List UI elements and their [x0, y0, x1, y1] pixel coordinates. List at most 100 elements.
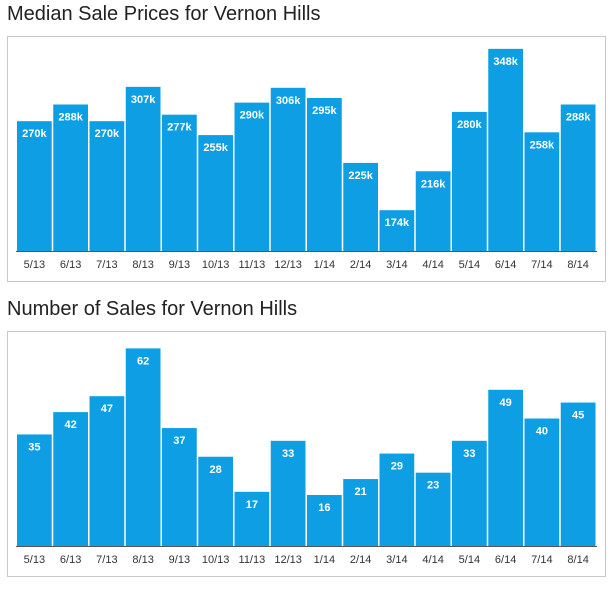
- bar-value-label: 49: [500, 397, 512, 409]
- x-tick-label: 5/14: [459, 554, 480, 566]
- bar-8/14: [560, 104, 596, 252]
- bar-value-label: 45: [572, 410, 584, 422]
- bar-value-label: 258k: [530, 139, 555, 151]
- bar-value-label: 62: [137, 355, 149, 367]
- sales-chart-title: Number of Sales for Vernon Hills: [7, 298, 298, 320]
- bar-value-label: 37: [173, 435, 185, 447]
- sales-chart: 35 5/13 42 6/13 47 7/13 62 8/13 37 9/13 28 10/13 17 1…: [16, 348, 597, 566]
- bar-7/13: [89, 121, 125, 252]
- bar-2/14: [343, 162, 378, 251]
- bar-value-label: 33: [463, 448, 475, 460]
- bar-value-label: 28: [210, 464, 222, 476]
- x-tick-label: 12/13: [274, 259, 302, 271]
- bar-value-label: 307k: [131, 94, 156, 106]
- x-tick-label: 5/14: [459, 259, 480, 271]
- bar-value-label: 270k: [22, 128, 47, 140]
- bar-5/13: [17, 121, 52, 252]
- bar-7/13: [89, 396, 125, 546]
- bar-9/13: [162, 428, 197, 546]
- bar-5/14: [452, 440, 487, 546]
- x-tick-label: 8/14: [567, 259, 588, 271]
- x-tick-label: 1/14: [314, 259, 335, 271]
- x-tick-label: 3/14: [386, 259, 407, 271]
- x-tick-label: 3/14: [386, 554, 407, 566]
- x-tick-label: 8/13: [132, 259, 153, 271]
- x-tick-label: 5/13: [24, 554, 45, 566]
- bar-3/14: [379, 210, 415, 251]
- x-tick-label: 1/14: [314, 554, 335, 566]
- x-tick-label: 7/13: [96, 554, 117, 566]
- x-tick-label: 11/13: [239, 554, 266, 566]
- x-tick-label: 4/14: [422, 554, 443, 566]
- price-chart-frame: 270k 5/13 288k 6/13 270k 7/13 307k 8/13 277k 9/13…: [7, 36, 606, 282]
- x-tick-label: 6/13: [60, 554, 81, 566]
- bar-value-label: 174k: [385, 217, 410, 229]
- sales-chart-frame: 35 5/13 42 6/13 47 7/13 62 8/13 37 9/13 28 10/13 17 1…: [7, 331, 606, 577]
- x-tick-label: 10/13: [202, 259, 230, 271]
- bar-10/13: [198, 135, 233, 251]
- bar-value-label: 306k: [276, 95, 301, 107]
- x-tick-label: 9/13: [169, 259, 190, 271]
- price-chart: 270k 5/13 288k 6/13 270k 7/13 307k 8/13 277k 9/13…: [16, 48, 597, 271]
- x-tick-label: 8/13: [132, 554, 153, 566]
- bar-4/14: [415, 171, 451, 251]
- bar-value-label: 47: [101, 403, 113, 415]
- bar-7/14: [524, 132, 560, 251]
- bar-value-label: 29: [391, 461, 403, 473]
- x-tick-label: 11/13: [239, 259, 266, 271]
- bar-value-label: 348k: [493, 56, 518, 68]
- bar-8/14: [560, 402, 596, 546]
- x-tick-label: 8/14: [567, 554, 588, 566]
- x-tick-label: 6/14: [495, 554, 516, 566]
- x-tick-label: 7/14: [531, 554, 552, 566]
- x-tick-label: 2/14: [350, 554, 371, 566]
- bar-6/14: [488, 48, 523, 251]
- bar-5/13: [17, 434, 52, 546]
- bar-value-label: 42: [65, 419, 77, 431]
- price-chart-title: Median Sale Prices for Vernon Hills: [7, 3, 321, 25]
- bar-value-label: 33: [282, 448, 294, 460]
- bar-1/14: [307, 98, 342, 251]
- bar-value-label: 23: [427, 480, 439, 492]
- x-tick-label: 4/14: [422, 259, 443, 271]
- bar-value-label: 277k: [167, 122, 192, 134]
- bar-value-label: 288k: [566, 111, 591, 123]
- bar-2/14: [343, 479, 378, 546]
- bar-7/14: [524, 418, 560, 546]
- bar-11/13: [234, 491, 270, 546]
- x-tick-label: 6/14: [495, 259, 516, 271]
- x-tick-label: 10/13: [202, 554, 230, 566]
- x-tick-label: 7/14: [531, 259, 552, 271]
- bar-4/14: [415, 472, 451, 546]
- bar-value-label: 17: [246, 499, 258, 511]
- bar-8/13: [125, 86, 161, 251]
- bar-value-label: 16: [318, 502, 330, 514]
- bar-9/13: [162, 114, 197, 251]
- bar-value-label: 295k: [312, 105, 337, 117]
- x-tick-label: 5/13: [24, 259, 45, 271]
- bar-3/14: [379, 453, 415, 546]
- bar-6/14: [488, 389, 523, 546]
- bar-value-label: 35: [28, 441, 40, 453]
- bar-value-label: 270k: [95, 128, 120, 140]
- bar-12/13: [270, 440, 306, 546]
- bar-6/13: [53, 104, 88, 252]
- bar-12/13: [270, 87, 306, 251]
- bar-value-label: 280k: [457, 119, 482, 131]
- bar-10/13: [198, 456, 233, 546]
- x-tick-label: 9/13: [169, 554, 190, 566]
- bar-value-label: 21: [355, 486, 367, 498]
- bar-value-label: 216k: [421, 178, 446, 190]
- x-tick-label: 2/14: [350, 259, 371, 271]
- x-tick-label: 7/13: [96, 259, 117, 271]
- bar-8/13: [125, 348, 161, 547]
- bar-value-label: 255k: [203, 142, 228, 154]
- x-tick-label: 12/13: [274, 554, 302, 566]
- x-tick-label: 6/13: [60, 259, 81, 271]
- bar-1/14: [307, 495, 342, 546]
- bar-value-label: 290k: [240, 110, 265, 122]
- bar-5/14: [452, 111, 487, 251]
- bar-value-label: 288k: [58, 111, 83, 123]
- bar-value-label: 225k: [348, 170, 373, 182]
- bar-6/13: [53, 412, 88, 547]
